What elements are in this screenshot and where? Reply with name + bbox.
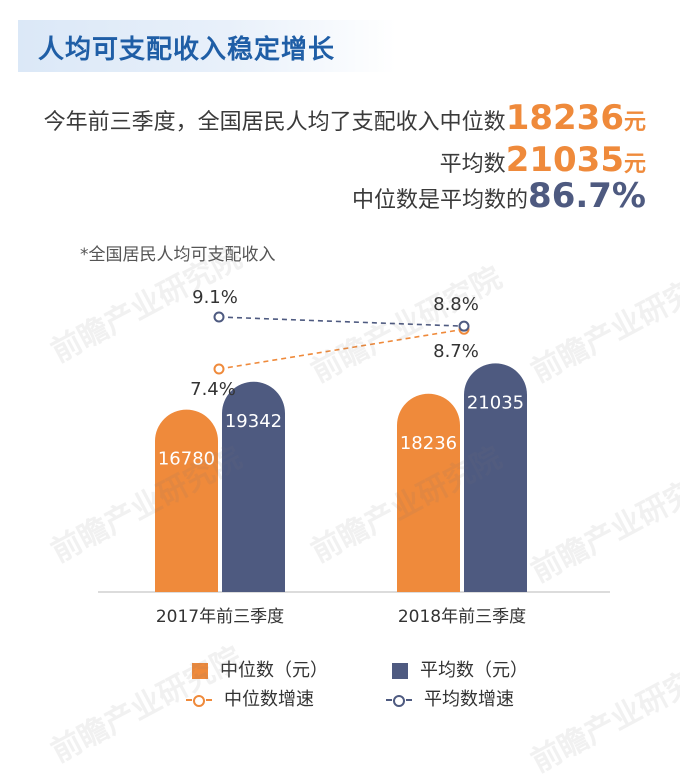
legend-median-line: 中位数增速 bbox=[186, 685, 314, 711]
x-tick-label: 2017年前三季度 bbox=[156, 607, 284, 627]
legend-mean-line: 平均数增速 bbox=[386, 685, 514, 711]
legend-mean-line-swatch bbox=[386, 692, 412, 708]
summary-mean-line: 平均数21035元 bbox=[440, 140, 646, 180]
legend-median-bar-label: 中位数（元） bbox=[220, 660, 328, 681]
bar-mean-label: 19342 bbox=[225, 411, 282, 432]
bar-mean-label: 21035 bbox=[467, 392, 524, 413]
summary-median-prefix: 今年前三季度，全国居民人均了支配收入中位数 bbox=[43, 110, 506, 135]
summary-ratio-value: 86.7% bbox=[528, 176, 646, 216]
mean-rate-point bbox=[213, 311, 225, 323]
legend-mean-line-label: 平均数增速 bbox=[424, 689, 514, 710]
summary-ratio-prefix: 中位数是平均数的 bbox=[352, 188, 529, 213]
median-rate-label: 8.7% bbox=[433, 341, 479, 362]
legend-mean-bar-label: 平均数（元） bbox=[420, 660, 528, 681]
summary-median-unit: 元 bbox=[623, 110, 646, 135]
bar-median-label: 16780 bbox=[158, 449, 215, 470]
legend-median-bar: 中位数（元） bbox=[192, 656, 328, 682]
legend-mean-bar-swatch bbox=[392, 663, 408, 679]
mean-rate-label: 8.8% bbox=[433, 294, 479, 315]
page-title: 人均可支配收入稳定增长 bbox=[38, 35, 336, 65]
median-rate-label: 7.4% bbox=[190, 379, 236, 400]
mean-rate-label: 9.1% bbox=[192, 287, 238, 308]
summary-mean-prefix: 平均数 bbox=[439, 152, 506, 177]
summary-median-value: 18236 bbox=[505, 98, 624, 138]
bar-median bbox=[397, 393, 460, 592]
bar-median-label: 18236 bbox=[400, 433, 457, 454]
mean-rate-line bbox=[218, 316, 465, 327]
summary-ratio-line: 中位数是平均数的86.7% bbox=[352, 176, 646, 216]
legend-mean-bar: 平均数（元） bbox=[392, 656, 528, 682]
median-rate-line bbox=[218, 328, 465, 370]
bar-median bbox=[155, 409, 218, 592]
x-tick-label: 2018年前三季度 bbox=[398, 607, 526, 627]
median-rate-point bbox=[213, 363, 225, 375]
legend-median-line-label: 中位数增速 bbox=[224, 689, 314, 710]
bar-mean bbox=[222, 381, 285, 592]
chart-note: *全国居民人均可支配收入 bbox=[80, 245, 276, 265]
title-banner bbox=[18, 20, 396, 72]
summary-mean-value: 21035 bbox=[505, 140, 624, 180]
mean-rate-point bbox=[458, 320, 470, 332]
bar-mean bbox=[464, 363, 527, 592]
summary-median-line: 今年前三季度，全国居民人均了支配收入中位数18236元 bbox=[44, 98, 646, 138]
legend-median-line-swatch bbox=[186, 692, 212, 708]
summary-mean-unit: 元 bbox=[623, 152, 646, 177]
legend-median-bar-swatch bbox=[192, 663, 208, 679]
